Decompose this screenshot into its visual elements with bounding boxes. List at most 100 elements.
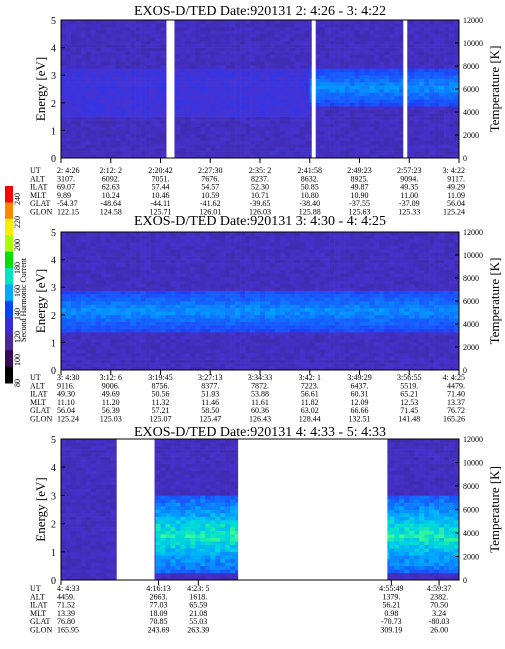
heatmap-cell	[145, 82, 151, 86]
heatmap-cell	[319, 147, 325, 152]
heatmap-cell	[364, 82, 370, 86]
heatmap-cell	[95, 44, 102, 48]
heatmap-cell	[299, 64, 306, 69]
heatmap-cell	[195, 37, 201, 41]
heatmap-cell	[110, 283, 117, 288]
heatmap-cell	[369, 54, 375, 59]
heatmap-cell	[235, 95, 241, 100]
heatmap-cell	[120, 92, 126, 97]
heatmap-cell	[235, 245, 241, 250]
heatmap-cell	[150, 332, 156, 336]
heatmap-cell	[150, 245, 156, 250]
orbit-cell: 11.00	[400, 191, 418, 200]
heatmap-cell	[260, 102, 266, 107]
heatmap-cell	[439, 71, 445, 76]
heatmap-cell	[195, 366, 201, 371]
heatmap-cell	[329, 68, 335, 73]
heatmap-cell	[130, 238, 136, 243]
heatmap-cell	[215, 37, 221, 41]
heatmap-cell	[190, 30, 196, 35]
heatmap-cell	[150, 61, 156, 66]
heatmap-cell	[195, 23, 201, 28]
heatmap-cell	[255, 106, 261, 110]
heatmap-cell	[180, 263, 186, 267]
heatmap-cell	[90, 342, 97, 347]
heatmap-cell	[150, 318, 156, 322]
heatmap-cell	[419, 113, 425, 117]
heatmap-cell	[70, 342, 77, 347]
heatmap-cell	[170, 328, 176, 333]
heatmap-cell	[145, 30, 151, 35]
heatmap-cell	[200, 301, 206, 305]
heatmap-cell	[200, 345, 206, 350]
heatmap-cell	[379, 123, 385, 128]
heatmap-cell	[195, 61, 201, 66]
heatmap-cell	[65, 130, 72, 135]
heatmap-cell	[125, 266, 131, 271]
heatmap-cell	[145, 280, 151, 285]
heatmap-cell	[100, 137, 107, 142]
heatmap-cell	[384, 47, 390, 52]
heatmap-cell	[95, 294, 102, 298]
heatmap-cell	[240, 269, 246, 274]
heatmap-cell	[364, 137, 370, 142]
heatmap-cell	[165, 287, 171, 291]
heatmap-cell	[180, 232, 186, 236]
heatmap-cell	[90, 249, 97, 253]
heatmap-cell	[65, 307, 72, 312]
heatmap-cell	[240, 366, 246, 371]
heatmap-cell	[369, 144, 375, 148]
heatmap-cell	[140, 311, 146, 316]
heatmap-cell	[170, 290, 176, 295]
heatmap-cell	[240, 363, 246, 367]
heatmap-cell	[344, 95, 350, 100]
heatmap-cell	[210, 325, 216, 329]
heatmap-cell	[195, 85, 201, 90]
heatmap-cell	[180, 252, 186, 257]
heatmap-cell	[349, 89, 355, 93]
heatmap-cell	[279, 20, 286, 24]
heatmap-cell	[125, 280, 131, 285]
heatmap-cell	[264, 328, 271, 333]
heatmap-cell	[90, 266, 97, 271]
heatmap-cell	[225, 304, 231, 309]
heatmap-cell	[100, 294, 107, 298]
heatmap-cell	[260, 263, 266, 267]
heatmap-cell	[125, 352, 131, 357]
heatmap-cell	[255, 283, 261, 288]
heatmap-cell	[429, 126, 435, 131]
heatmap-cell	[339, 95, 345, 100]
heatmap-cell	[180, 238, 186, 243]
heatmap-cell	[210, 137, 216, 142]
heatmap-cell	[125, 245, 131, 250]
heatmap-cell	[364, 30, 370, 35]
heatmap-cell	[215, 352, 221, 357]
heatmap-cell	[155, 328, 161, 333]
heatmap-cell	[279, 57, 286, 62]
heatmap-cell	[260, 116, 266, 121]
orbit-cell: 125.24	[443, 208, 465, 216]
heatmap-cell	[115, 256, 121, 260]
heatmap-cell	[110, 116, 117, 121]
heatmap-cell	[61, 120, 67, 124]
heatmap-cell	[155, 280, 161, 285]
heatmap-cell	[130, 342, 136, 347]
heatmap-cell	[90, 335, 97, 340]
heatmap-cell	[130, 256, 136, 260]
heatmap-cell	[130, 304, 136, 309]
heatmap-cell	[70, 154, 77, 159]
heatmap-cell	[444, 130, 450, 135]
heatmap-cell	[274, 40, 281, 45]
heatmap-cell	[339, 120, 345, 124]
heatmap-cell	[255, 232, 261, 236]
heatmap-cell	[374, 64, 380, 69]
heatmap-cell	[61, 338, 67, 343]
heatmap-cell	[160, 325, 166, 329]
heatmap-cell	[115, 51, 121, 55]
heatmap-cell	[80, 64, 87, 69]
heatmap-cell	[429, 137, 435, 142]
heatmap-cell	[120, 328, 126, 333]
heatmap-cell	[414, 82, 420, 86]
heatmap-cell	[120, 249, 126, 253]
heatmap-cell	[289, 54, 296, 59]
